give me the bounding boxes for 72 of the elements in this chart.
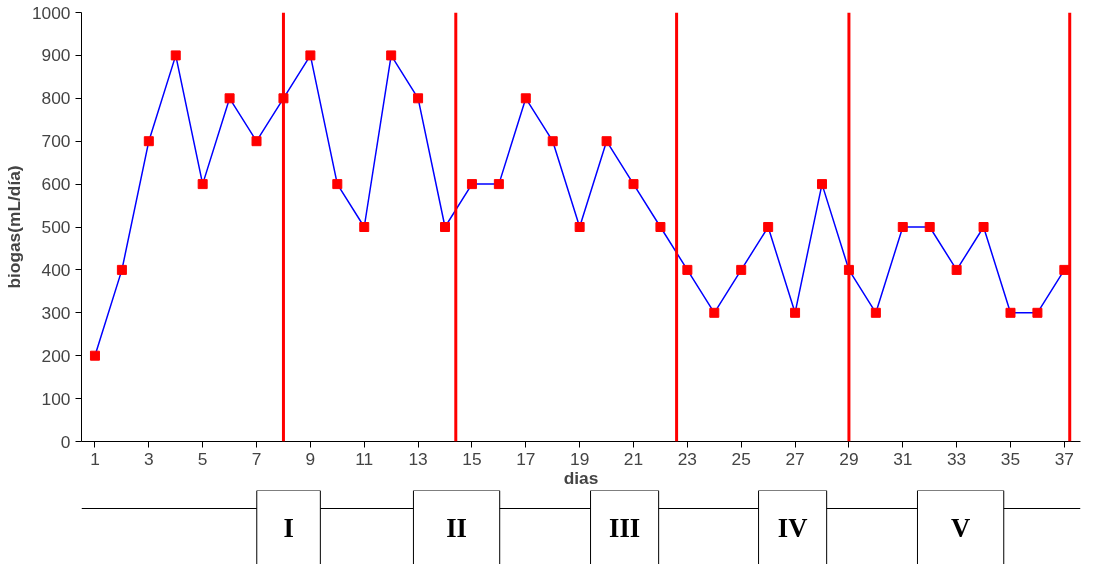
x-tick-label: 9 — [305, 448, 316, 469]
x-tick-label: 35 — [1000, 448, 1021, 469]
point — [520, 93, 531, 104]
point — [897, 222, 908, 232]
y-tick-label: 200 — [41, 345, 71, 366]
point — [251, 136, 262, 147]
x-tick-label: 19 — [570, 448, 590, 469]
point — [709, 307, 720, 318]
point — [413, 93, 424, 104]
point — [682, 264, 693, 275]
x-tick-label: 33 — [947, 448, 967, 469]
point — [951, 264, 962, 275]
x-tick-label: 27 — [785, 448, 805, 469]
text: III — [609, 512, 641, 543]
x-tick-label: 37 — [1054, 448, 1074, 469]
point — [736, 264, 747, 275]
point — [440, 222, 451, 232]
x-tick-label: 3 — [144, 448, 154, 469]
x-tick-label: 25 — [731, 448, 751, 469]
x-tick-label: 5 — [197, 448, 208, 469]
point — [870, 307, 881, 318]
point — [466, 179, 477, 190]
point — [1059, 264, 1070, 275]
point — [655, 222, 666, 232]
y-tick-label: 0 — [60, 431, 71, 452]
y-tick-label: 700 — [41, 131, 71, 152]
x-tick-label: 21 — [623, 448, 644, 469]
point — [332, 179, 343, 190]
x-tick-label: 11 — [355, 448, 374, 469]
point — [978, 222, 989, 232]
point — [628, 179, 639, 190]
point — [197, 179, 208, 190]
point — [359, 222, 370, 232]
text: V — [950, 512, 971, 543]
y-tick-label: 500 — [41, 217, 71, 237]
point — [924, 222, 935, 232]
point — [547, 136, 558, 147]
x-tick-label: 1 — [90, 448, 100, 469]
y-tick-label: 300 — [41, 302, 71, 323]
point — [89, 350, 100, 361]
text: I — [283, 512, 294, 543]
point — [1005, 307, 1016, 318]
x-tick-label: 7 — [251, 448, 262, 469]
point — [790, 307, 801, 318]
y-tick-label: 800 — [41, 88, 71, 109]
x-axis-title: dias — [563, 467, 599, 488]
x-tick-label: 29 — [839, 448, 859, 469]
y-tick-label: 1000 — [31, 2, 71, 23]
point — [817, 179, 827, 190]
x-tick-label: 15 — [462, 448, 482, 469]
text: II — [446, 512, 467, 543]
point — [763, 222, 774, 232]
point — [305, 50, 316, 61]
point — [224, 93, 235, 104]
y-tick-label: 400 — [41, 259, 71, 280]
point — [601, 136, 612, 147]
x-tick-label: 17 — [516, 448, 536, 469]
y-tick-label: 900 — [41, 45, 71, 66]
x-tick-label: 23 — [677, 448, 698, 469]
y-tick-label: 100 — [41, 388, 71, 409]
text: IV — [777, 512, 808, 543]
point — [143, 136, 154, 147]
y-tick-label: 600 — [41, 174, 71, 195]
point — [1032, 307, 1043, 318]
y-axis-title: biogas(mL/día) — [3, 165, 24, 289]
point — [493, 179, 504, 190]
point — [116, 264, 127, 275]
x-tick-label: 31 — [893, 448, 913, 469]
x-tick-label: 13 — [408, 448, 428, 469]
point — [574, 222, 585, 232]
point — [386, 50, 397, 61]
point — [170, 50, 181, 61]
